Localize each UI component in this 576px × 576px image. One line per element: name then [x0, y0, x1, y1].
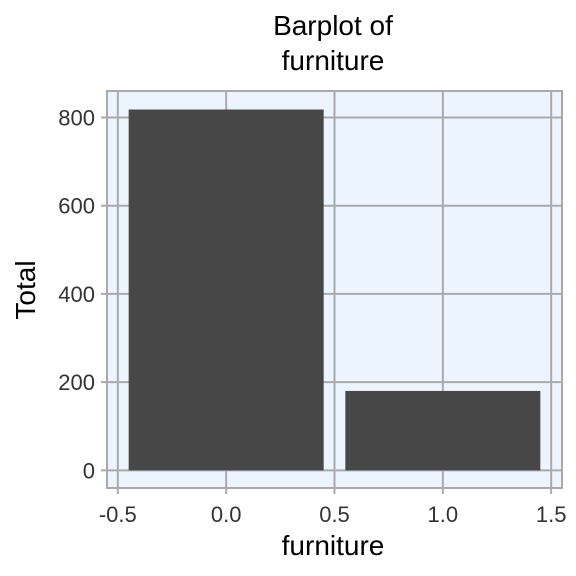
x-axis-ticks: -0.5 0.0 0.5 1.0 1.5	[99, 488, 567, 527]
y-axis-label: Total	[10, 260, 41, 319]
x-tick-label-4: 1.5	[536, 502, 567, 527]
x-tick-label-0: -0.5	[99, 502, 137, 527]
y-tick-label-2: 400	[58, 282, 95, 307]
y-tick-label-4: 800	[58, 105, 95, 130]
y-tick-label-0: 0	[83, 458, 95, 483]
x-tick-label-3: 1.0	[428, 502, 459, 527]
x-tick-label-2: 0.5	[319, 502, 350, 527]
chart-title-line-2: furniture	[282, 45, 385, 76]
bar-1	[345, 390, 541, 471]
y-tick-label-1: 200	[58, 370, 95, 395]
bar-0	[128, 109, 324, 471]
y-tick-label-3: 600	[58, 194, 95, 219]
x-tick-label-1: 0.0	[211, 502, 242, 527]
y-axis-ticks: 0 200 400 600 800	[58, 105, 107, 483]
x-axis-label: furniture	[282, 530, 385, 561]
bars	[128, 109, 541, 471]
chart-title-line-1: Barplot of	[273, 10, 393, 41]
